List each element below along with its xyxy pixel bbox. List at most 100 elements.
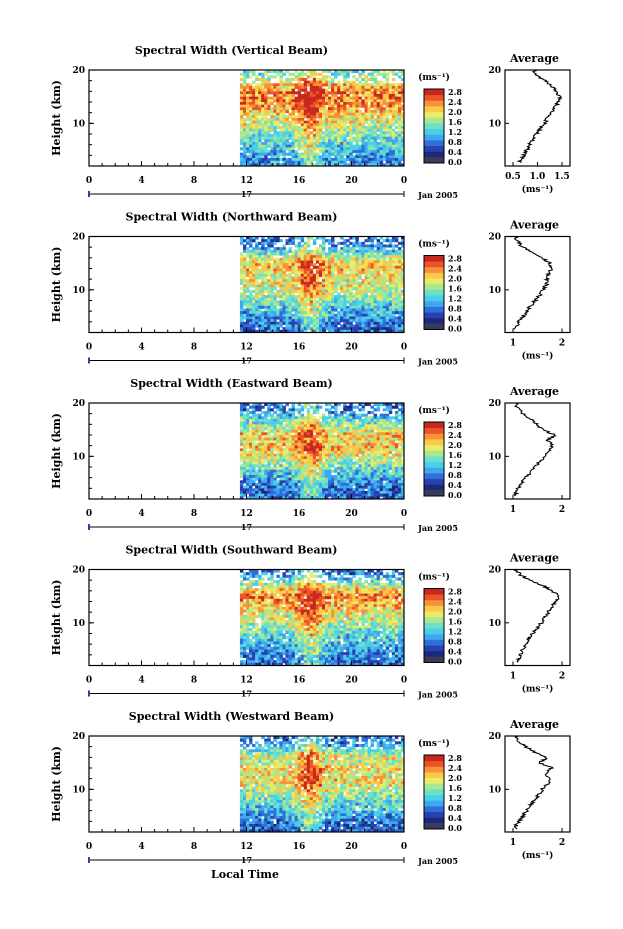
heatmap-cell [255, 469, 259, 473]
heatmap-cell [264, 300, 268, 304]
heatmap-cell [394, 257, 399, 261]
heatmap-cell [267, 435, 271, 439]
heatmap-cell [291, 472, 296, 476]
heatmap-cell [318, 292, 323, 296]
heatmap-cell [400, 268, 405, 272]
heatmap-cell [379, 255, 384, 259]
heatmap-cell [288, 112, 292, 116]
heatmap-cell [303, 464, 308, 468]
heatmap-cell [352, 120, 356, 124]
heatmap-cell [391, 112, 396, 116]
heatmap-cell [334, 158, 338, 162]
heatmap-cell [331, 271, 335, 275]
heatmap-cell [297, 408, 302, 412]
heatmap-cell [291, 319, 296, 323]
heatmap-cell [309, 453, 314, 457]
heatmap-cell [312, 405, 317, 409]
heatmap-cell [246, 241, 250, 245]
heatmap-cell [249, 249, 253, 253]
heatmap-cell [303, 467, 308, 471]
heatmap-cell [297, 158, 302, 162]
heatmap-cell [252, 316, 256, 320]
heatmap-cell [300, 300, 305, 304]
heatmap-cell [255, 416, 259, 420]
heatmap-cell [291, 249, 296, 253]
heatmap-cell [303, 491, 308, 495]
heatmap-cell [258, 126, 262, 130]
heatmap-cell [264, 257, 268, 261]
heatmap-cell [306, 464, 311, 468]
heatmap-cell [376, 241, 381, 245]
heatmap-cell [367, 134, 371, 138]
heatmap-cell [270, 303, 274, 307]
heatmap-cell [261, 107, 265, 111]
heatmap-cell [246, 496, 250, 500]
heatmap-cell [246, 115, 250, 119]
heatmap-cell [382, 244, 387, 248]
heatmap-cell [252, 91, 256, 95]
heatmap-cell [397, 300, 402, 304]
heatmap-cell [288, 496, 292, 500]
heatmap-cell [349, 321, 353, 325]
heatmap-cell [300, 247, 305, 251]
heatmap-cell [340, 289, 344, 293]
heatmap-cell [279, 268, 283, 272]
heatmap-cell [242, 303, 247, 307]
heatmap-cell [397, 86, 402, 90]
heatmap-cell [294, 139, 299, 143]
heatmap-cell [246, 485, 250, 489]
heatmap-cell [261, 152, 265, 156]
heatmap-cell [300, 429, 305, 433]
heatmap-cell [306, 448, 311, 452]
heatmap-cell [306, 289, 311, 293]
heatmap-cell [264, 456, 268, 460]
heatmap-cell [273, 437, 277, 441]
heatmap-cell [300, 496, 305, 500]
heatmap-cell [337, 303, 341, 307]
heatmap-cell [315, 142, 320, 146]
heatmap-cell [370, 152, 375, 156]
heatmap-cell [318, 480, 323, 484]
colorbar-swatch [424, 100, 444, 107]
heatmap-cell [282, 107, 286, 111]
heatmap-cell [349, 440, 353, 444]
heatmap-cell [379, 88, 384, 92]
heatmap-cell [258, 435, 262, 439]
heatmap-cell [334, 136, 338, 140]
heatmap-cell [337, 445, 341, 449]
heatmap-cell [318, 311, 323, 315]
heatmap-cell [282, 263, 286, 267]
heatmap-cell [285, 300, 289, 304]
heatmap-cell [249, 464, 253, 468]
heatmap-cell [340, 464, 344, 468]
heatmap-cell [279, 249, 283, 253]
heatmap-cell [376, 94, 381, 98]
heatmap-cell [312, 257, 317, 261]
heatmap-cell [270, 83, 274, 87]
heatmap-cell [273, 257, 277, 261]
heatmap-cell [249, 91, 253, 95]
heatmap-cell [264, 483, 268, 487]
colorbar-tick-label: 0.0 [448, 157, 462, 167]
heatmap-cell [264, 284, 268, 288]
heatmap-cell [391, 271, 396, 275]
heatmap-cell [355, 244, 359, 248]
heatmap-cell [331, 292, 335, 296]
heatmap-cell [309, 303, 314, 307]
heatmap-cell [273, 131, 277, 135]
heatmap-cell [282, 271, 286, 275]
heatmap-cell [385, 265, 390, 269]
heatmap-cell [376, 136, 381, 140]
heatmap-cell [252, 99, 256, 103]
heatmap-cell [361, 289, 365, 293]
heatmap-cell [309, 281, 314, 285]
heatmap-cell [321, 461, 326, 465]
heatmap-cell [352, 327, 356, 331]
heatmap-cell [264, 102, 268, 106]
heatmap-cell [367, 104, 371, 108]
heatmap-cell [294, 160, 299, 164]
heatmap-cell [328, 281, 332, 285]
heatmap-cell [376, 158, 381, 162]
heatmap-cell [303, 453, 308, 457]
heatmap-cell [285, 289, 289, 293]
